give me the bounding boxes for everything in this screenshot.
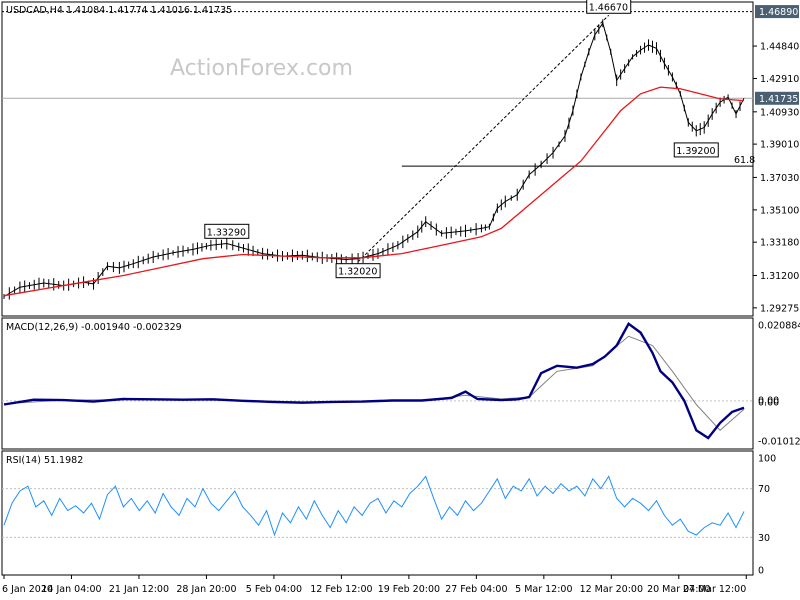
annotation-box: [673, 142, 719, 158]
price-axis-label: 1.39010: [760, 140, 799, 151]
time-axis-label: 19 Feb 20:00: [378, 584, 440, 595]
price-axis-label: 1.44840: [760, 42, 799, 53]
annotation-4: 1.39200: [673, 142, 719, 158]
moving-average-series: [3, 86, 745, 297]
macd-header: MACD(12,26,9) -0.001940 -0.002329: [6, 322, 182, 333]
last-price-tag-box: [755, 91, 799, 105]
time-axis-label: 20 Mar 04:00: [647, 584, 710, 595]
price-header: USDCAD,H4 1.41084 1.41774 1.41016 1.4173…: [6, 5, 232, 16]
annotation-label: 1.32020: [338, 267, 377, 278]
annotation-label: 1.33290: [207, 227, 246, 238]
trend-line: [357, 14, 610, 263]
time-axis-label: 5 Feb 04:00: [246, 584, 302, 595]
annotation-2: 1.33290: [204, 223, 250, 239]
time-axis-label: 27 Mar 12:00: [683, 584, 746, 595]
rsi-header: RSI(14) 51.1982: [6, 455, 83, 466]
rsi-panel-frame: [1, 450, 754, 576]
rsi-axis-label: 100: [758, 454, 776, 465]
macd-axis-label: 0.00: [758, 395, 779, 406]
rsi-series: [3, 475, 745, 537]
high-price-tag: 1.46890: [755, 5, 799, 19]
rsi-axis-label: 70: [758, 484, 770, 495]
time-axis-label: 5 Mar 12:00: [515, 584, 572, 595]
annotation-label: 1.39200: [676, 146, 715, 157]
annotation-box: [204, 223, 250, 239]
macd-axis-label: -0.010121: [758, 437, 800, 448]
high-price-tag-box: [755, 5, 799, 19]
rsi-axis: 100 70 30 0: [758, 454, 776, 577]
time-axis-label: 6 Jan 2020: [2, 584, 53, 595]
time-axis-label: 28 Jan 20:00: [176, 584, 236, 595]
price-axis: 1.44840 1.42910 1.40930 1.39010 1.37030 1.351…: [753, 42, 799, 314]
macd-axis-label: 0.020884: [758, 321, 800, 332]
last-price-tag: 1.41735: [755, 91, 799, 105]
annotation-3: 1.46670: [586, 0, 632, 14]
last-price-tag-label: 1.41735: [759, 94, 798, 105]
time-axis-label: 27 Feb 04:00: [445, 584, 507, 595]
time-axis-label: 12 Mar 20:00: [580, 584, 643, 595]
rsi-axis-label: 30: [758, 533, 770, 544]
price-axis-label: 1.33180: [760, 238, 799, 249]
fib-label: 61.8: [734, 155, 755, 166]
annotation-1: 1.32020: [335, 263, 381, 279]
time-axis-label: 14 Jan 04:00: [41, 584, 101, 595]
high-price-tag-label: 1.46890: [759, 7, 798, 18]
annotation-label: 1.46670: [589, 2, 628, 13]
price-axis-label: 1.40930: [760, 107, 799, 118]
rsi-axis-label: 0: [758, 566, 764, 577]
macd-axis-label: 0.00: [758, 397, 779, 408]
price-axis-label: 1.35100: [760, 205, 799, 216]
price-axis-label: 1.31200: [760, 271, 799, 282]
price-axis-label: 1.37030: [760, 173, 799, 184]
time-axis-label: 12 Feb 12:00: [310, 584, 372, 595]
watermark: ActionForex.com: [170, 56, 353, 81]
annotation-box: [586, 0, 632, 14]
macd-series: [3, 322, 745, 440]
price-axis-label: 1.42910: [760, 74, 799, 85]
price-axis-label: 1.29275: [760, 303, 799, 314]
time-axis-label: 21 Jan 12:00: [109, 584, 169, 595]
annotation-box: [335, 263, 381, 279]
macd-panel-frame: [1, 317, 754, 450]
